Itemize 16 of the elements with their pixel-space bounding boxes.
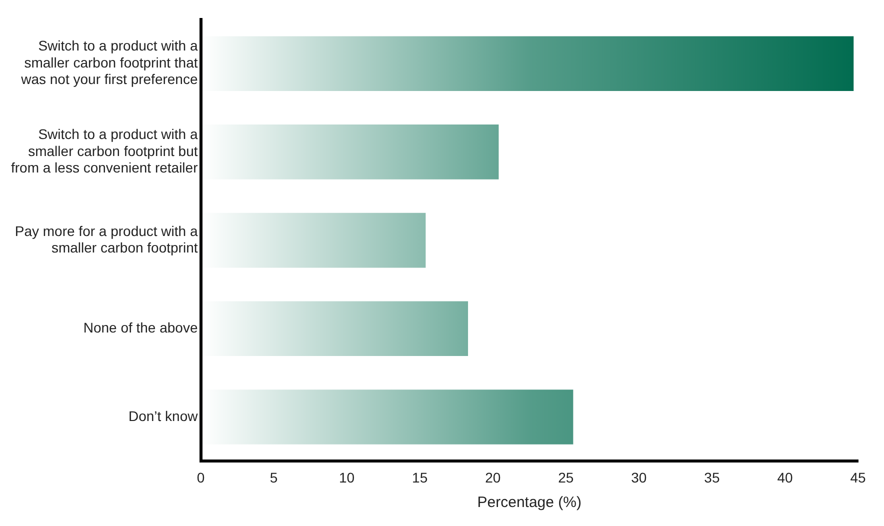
y-tick-label: Switch to a product with a smaller carbon footprint but from a less convenient retailer bbox=[10, 126, 198, 176]
y-tick-label: Switch to a product with a smaller carbon footprint that was not your first preference bbox=[20, 38, 198, 88]
x-tick-label: 15 bbox=[412, 469, 428, 486]
x-tick-label: 40 bbox=[777, 469, 793, 486]
y-tick-label: Don’t know bbox=[128, 408, 199, 424]
x-tick-label: 0 bbox=[196, 469, 205, 486]
x-tick-label: 35 bbox=[704, 469, 720, 486]
x-tick-label: 45 bbox=[850, 469, 866, 486]
y-tick-label: Pay more for a product with a smaller carbon footprint bbox=[14, 222, 198, 256]
x-tick-label: 20 bbox=[485, 469, 501, 486]
x-axis-title: Percentage (%) bbox=[477, 494, 582, 512]
y-tick-label: None of the above bbox=[83, 320, 198, 336]
x-tick-label: 5 bbox=[270, 469, 278, 486]
x-tick-label: 30 bbox=[631, 469, 647, 486]
x-tick-label: 25 bbox=[558, 469, 574, 486]
x-tick-label: 10 bbox=[339, 469, 355, 486]
